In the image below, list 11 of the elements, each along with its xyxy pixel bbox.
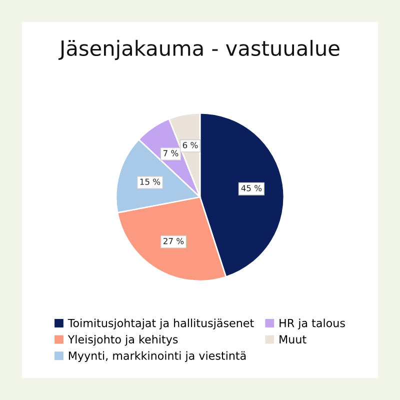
legend-label: Muut [280,335,306,344]
chart-title: Jäsenjakauma - vastuualue [58,40,340,60]
legend-label: Toimitusjohtajat ja hallitusjäsenet [68,318,254,330]
legend-label: Yleisjohto ja kehitys [68,334,178,346]
legend-label: Myynti, markkinointi ja viestintä [68,351,246,362]
data-label: 27 % [164,238,184,244]
data-label: 15 % [140,178,160,185]
legend-label: HR ja talous [280,318,345,330]
data-label: 6 % [182,142,198,148]
data-label: 45 % [241,184,262,192]
data-label: 7 % [163,150,178,156]
